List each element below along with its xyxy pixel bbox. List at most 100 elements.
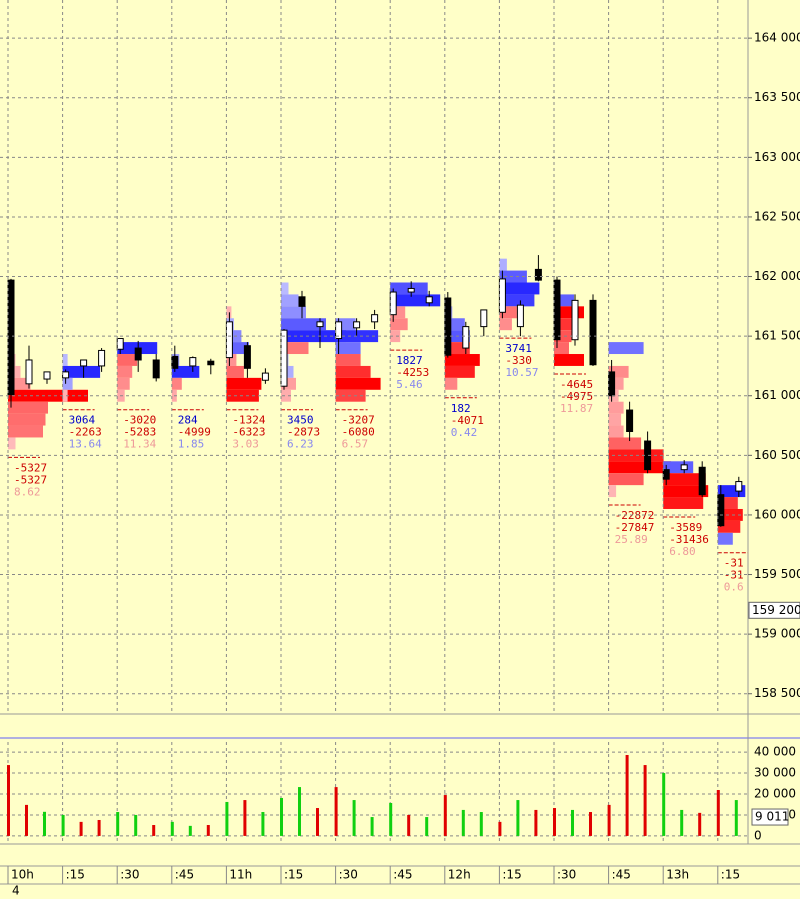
y-tick-label: 160 000 (754, 507, 800, 521)
profile-bar (8, 425, 43, 438)
ratio-label: 0.6 (724, 581, 744, 594)
delta-label: -3207 (342, 414, 375, 427)
volume-bar (553, 808, 556, 836)
profile-bar (8, 437, 16, 450)
x-tick-label: 10h (11, 868, 34, 882)
profile-bar (608, 377, 624, 390)
x-tick-label: :45 (393, 868, 412, 882)
candle-body (280, 329, 288, 387)
cum-delta-label: -5327 (14, 473, 47, 486)
profile-bar (226, 342, 249, 355)
cum-delta-label: -27847 (615, 521, 655, 534)
profile-bar (499, 306, 517, 319)
candle-body (407, 287, 415, 293)
delta-label: -3020 (123, 414, 156, 427)
profile-bar (499, 318, 512, 331)
profile-bar (226, 365, 244, 378)
candle-body (371, 314, 379, 323)
profile-bar (444, 354, 480, 366)
y-tick-label: 161 000 (754, 388, 800, 402)
profile-bar (608, 365, 629, 378)
profile-bar (335, 318, 356, 331)
profile-bar (62, 377, 73, 390)
candle-body (62, 371, 70, 379)
volume-bar (79, 821, 83, 836)
volume-bar (625, 754, 629, 836)
profile-bar (171, 365, 200, 378)
volume-bar (443, 795, 447, 836)
delta-label: 3064 (69, 414, 96, 427)
ratio-label: 5.46 (396, 378, 423, 391)
candle-body (444, 297, 452, 356)
candle-body (608, 371, 616, 397)
delta-label: -5327 (14, 461, 47, 474)
profile-bar (499, 270, 527, 283)
y-tick-label: 159 000 (754, 627, 800, 641)
profile-bar (663, 473, 706, 486)
profile-bar (554, 306, 584, 319)
profile-bar (717, 532, 733, 545)
ratio-label: 25.89 (615, 533, 648, 546)
profile-bar (8, 401, 48, 414)
profile-bar (717, 485, 746, 498)
candle-body (680, 464, 688, 471)
volume-bar (334, 787, 338, 836)
candle-body (225, 321, 233, 359)
volume-bar (7, 765, 10, 836)
candle-body (462, 326, 470, 349)
profile-bar (390, 330, 401, 343)
volume-bar (352, 800, 356, 836)
profile-bar (554, 342, 569, 355)
candle-body (480, 309, 488, 328)
volume-bar (425, 817, 429, 836)
candle-body (243, 345, 251, 369)
profile-bar (171, 377, 182, 390)
x-tick-label: :15 (66, 868, 85, 882)
volume-bar (389, 803, 393, 836)
delta-label: 3450 (287, 414, 314, 427)
profile-bar (608, 461, 672, 474)
last-volume-box (751, 808, 789, 826)
profile-bar (390, 294, 441, 307)
delta-label: -1324 (232, 414, 265, 427)
volume-bar (152, 825, 156, 836)
y-tick-label: 162 000 (754, 269, 800, 283)
volume-bar (516, 800, 520, 836)
profile-bar (281, 282, 289, 295)
delta-label: 182 (451, 402, 471, 415)
x-tick-label: 12h (448, 868, 471, 882)
volume-bar (461, 809, 465, 836)
volume-bar (225, 801, 229, 836)
delta-label: 1827 (396, 354, 423, 367)
candle-body (171, 355, 179, 369)
cum-delta-label: -4999 (178, 426, 211, 439)
volume-bar (716, 790, 720, 836)
candle-body (498, 278, 506, 313)
profile-bar (8, 377, 31, 390)
candle-body (589, 299, 597, 366)
profile-bar (499, 282, 540, 295)
x-tick-label: :30 (120, 868, 139, 882)
candle-body (389, 291, 397, 316)
y-tick-label: 161 500 (754, 329, 800, 343)
ratio-label: 0.42 (451, 426, 478, 439)
x-tick-label: :15 (721, 868, 740, 882)
cum-delta-label: -6323 (232, 426, 265, 439)
volume-bar (170, 821, 174, 836)
delta-label: -4645 (560, 378, 593, 391)
x-tick-label: :45 (612, 868, 631, 882)
y-tick-label: 162 500 (754, 209, 800, 223)
profile-bar (281, 294, 299, 307)
profile-bar (554, 354, 584, 366)
volume-bar (498, 821, 502, 836)
ratio-label: 13.64 (69, 438, 102, 451)
profile-bar (444, 365, 475, 378)
profile-bar (608, 413, 622, 426)
volume-bar (680, 809, 684, 836)
profile-bar (62, 354, 68, 366)
profile-bar (226, 330, 242, 343)
y-tick-label: 164 000 (754, 31, 800, 45)
y-tick-label: 40 000 (754, 745, 796, 759)
y-tick-label: 163 500 (754, 90, 800, 104)
